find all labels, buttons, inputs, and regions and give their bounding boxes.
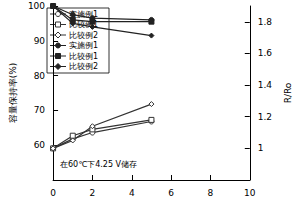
svg-text:8: 8: [208, 188, 214, 198]
svg-text:80: 80: [34, 71, 46, 81]
svg-text:70: 70: [34, 105, 46, 115]
svg-text:1.6: 1.6: [258, 48, 273, 58]
svg-text:在60℃下4.25 V储存: 在60℃下4.25 V储存: [60, 160, 137, 169]
svg-text:1.4: 1.4: [258, 80, 273, 90]
svg-text:1: 1: [258, 143, 264, 153]
svg-text:0: 0: [50, 188, 56, 198]
svg-text:1.8: 1.8: [258, 17, 273, 27]
svg-text:60: 60: [34, 140, 46, 150]
svg-text:比较例2: 比较例2: [69, 31, 98, 40]
svg-text:4: 4: [129, 188, 135, 198]
svg-text:100: 100: [28, 1, 45, 11]
svg-text:6: 6: [168, 188, 174, 198]
svg-text:容量保持率(%): 容量保持率(%): [8, 63, 18, 124]
svg-text:实施例1: 实施例1: [69, 41, 98, 50]
svg-text:比较例2: 比较例2: [69, 62, 98, 71]
svg-text:90: 90: [34, 36, 46, 46]
svg-text:比较例1: 比较例1: [69, 20, 99, 29]
svg-text:实施例1: 实施例1: [69, 9, 99, 19]
svg-text:比较例1: 比较例1: [69, 52, 98, 61]
svg-text:R/Ro: R/Ro: [283, 82, 293, 103]
svg-text:2: 2: [90, 188, 96, 198]
svg-text:10: 10: [244, 188, 256, 198]
svg-text:1.2: 1.2: [258, 112, 272, 122]
